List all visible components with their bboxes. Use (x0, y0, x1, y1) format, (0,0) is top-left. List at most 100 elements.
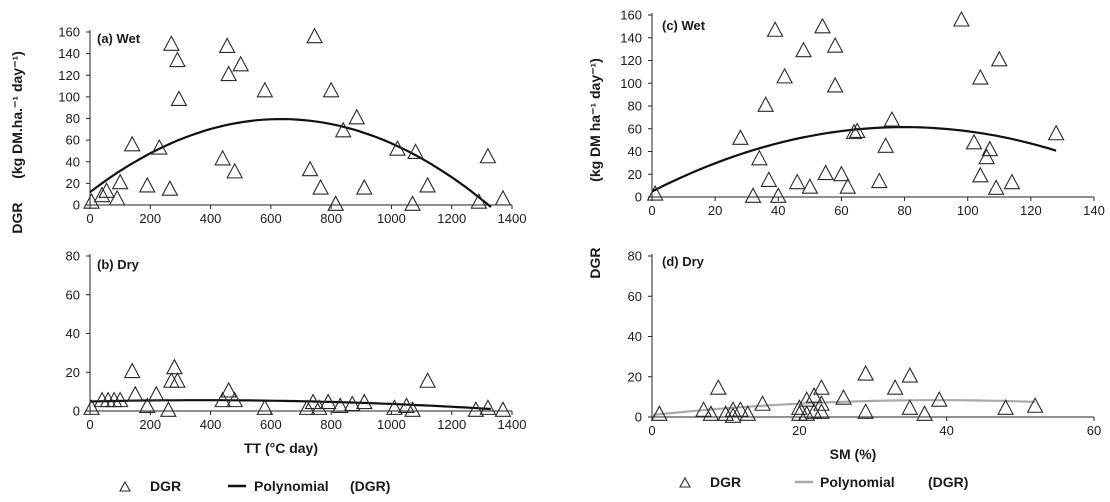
right-ylabel-prefix: DGR (587, 247, 603, 278)
legend-right-marker-label: DGR (710, 474, 741, 490)
data-point-b (310, 399, 328, 415)
data-point-a (355, 178, 373, 195)
data-point-a (226, 162, 244, 179)
data-point-b (138, 397, 156, 413)
x-tick-label-c: 140 (1083, 203, 1105, 218)
data-point-d (901, 399, 919, 415)
data-point-c (971, 166, 989, 183)
y-tick-label-a: 80 (66, 111, 80, 126)
data-point-c (801, 178, 819, 194)
data-point-c (978, 148, 996, 165)
data-point-d (857, 364, 875, 381)
data-point-c (883, 110, 901, 127)
data-point-b (168, 372, 186, 388)
data-point-d (901, 366, 919, 383)
data-point-d (805, 387, 823, 403)
data-point-c (788, 173, 806, 190)
y-tick-label-c: 80 (628, 99, 642, 114)
data-point-a (348, 108, 366, 125)
data-point-a (150, 138, 168, 155)
data-point-a (404, 195, 421, 211)
data-point-d (1026, 397, 1044, 413)
data-point-b (220, 381, 238, 398)
y-tick-label-a: 140 (58, 46, 80, 61)
data-point-a (389, 140, 406, 156)
data-point-a (108, 189, 126, 206)
data-point-a (334, 121, 352, 138)
y-tick-label-a: 100 (58, 89, 80, 104)
data-point-c (845, 123, 863, 140)
data-point-b (494, 401, 512, 417)
data-point-c (757, 96, 775, 112)
left-ylabel-prefix: DGR (9, 202, 25, 233)
data-point-c (1047, 124, 1065, 141)
data-point-d (835, 389, 852, 405)
data-point-a (494, 189, 512, 206)
y-tick-label-a: 40 (66, 154, 80, 169)
data-point-a (470, 192, 488, 209)
data-point-c (826, 76, 844, 93)
data-point-a (301, 160, 319, 177)
data-point-a (111, 173, 129, 190)
data-point-c (750, 149, 768, 166)
data-point-b (111, 391, 129, 408)
data-point-a (214, 149, 232, 166)
data-point-b (479, 399, 497, 415)
data-point-d (798, 391, 816, 407)
y-tick-label-a: 20 (66, 176, 80, 191)
y-tick-label-c: 160 (620, 8, 642, 23)
x-tick-label-a: 0 (86, 211, 93, 226)
x-tick-label-b: 200 (139, 417, 161, 432)
x-tick-label-a: 1000 (377, 211, 406, 226)
panels-group: 0 200 400 600 800 1000 1200 1400020406080100120… (58, 8, 1105, 463)
legend-left-fit-label: Polynomial (254, 478, 329, 494)
x-axis-title-b: TT (°C day) (244, 440, 318, 456)
data-point-c (766, 21, 784, 37)
data-point-d (886, 378, 904, 395)
y-tick-label-b: 80 (66, 249, 80, 264)
data-point-c (826, 37, 844, 53)
legend-right-triangle-icon (679, 476, 691, 488)
data-point-b (419, 372, 437, 388)
data-point-a (312, 178, 330, 195)
data-point-b (467, 401, 485, 417)
data-point-d (650, 405, 668, 421)
legend-right-fit-label: Polynomial (820, 474, 895, 490)
x-tick-label-d: 0 (648, 423, 655, 438)
data-point-d (754, 395, 771, 411)
data-point-c (870, 172, 888, 189)
data-point-c (1003, 173, 1021, 190)
data-point-c (987, 179, 1005, 195)
x-tick-label-d: 40 (939, 423, 953, 438)
x-tick-label-c: 120 (1020, 203, 1042, 218)
data-point-a (93, 186, 111, 203)
panel-d: 0 20 40 60 0 20 40 60 80 (d) Dry SM (%) (628, 249, 1102, 463)
x-tick-label-a: 400 (200, 211, 222, 226)
data-point-d (997, 399, 1015, 415)
x-tick-label-a: 1400 (498, 211, 527, 226)
y-tick-label-a: 160 (58, 25, 80, 40)
y-tick-label-d: 60 (628, 289, 642, 304)
y-tick-label-c: 140 (620, 30, 642, 45)
data-point-d (813, 378, 830, 395)
data-point-c (769, 187, 787, 203)
panel-c: 0 20 40 60 80 100 120 140 0 20 40 60 80 100 120 140 160 (… (620, 8, 1105, 219)
data-point-c (971, 68, 989, 85)
data-point-c (965, 133, 983, 150)
data-point-b (83, 399, 100, 415)
legend-left: DGR Polynomial (DGR) (119, 478, 390, 494)
data-point-d (717, 405, 735, 421)
legend-right: DGR Polynomial (DGR) (679, 474, 968, 490)
x-tick-label-c: 20 (708, 203, 722, 218)
data-point-d (695, 401, 712, 417)
data-point-b (298, 399, 316, 415)
x-tick-label-a: 600 (260, 211, 282, 226)
data-point-c (760, 171, 778, 187)
data-point-c (817, 164, 835, 181)
fit-curve-a (89, 118, 492, 208)
y-tick-label-b: 0 (73, 404, 80, 419)
data-point-b (343, 395, 361, 412)
x-tick-label-b: 1200 (437, 417, 466, 432)
data-point-c (731, 129, 749, 145)
data-point-c (744, 187, 762, 203)
